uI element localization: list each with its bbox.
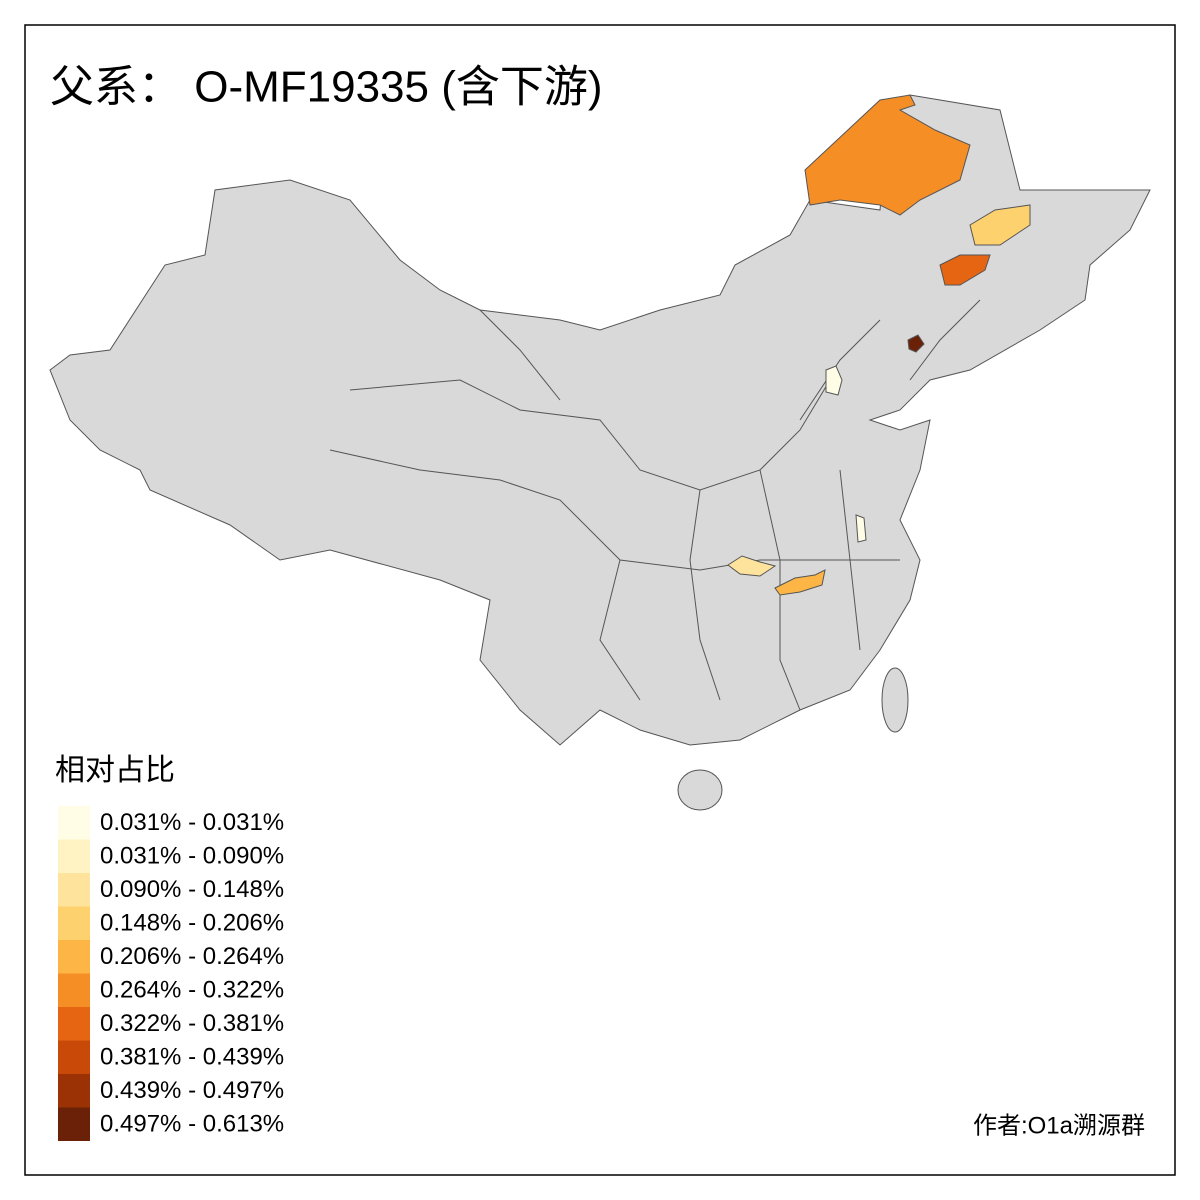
legend-swatch	[58, 839, 90, 873]
region	[855, 514, 867, 543]
legend-swatch	[58, 973, 90, 1007]
legend-swatch	[58, 940, 90, 974]
region	[939, 254, 991, 286]
legend-label: 0.497% - 0.613%	[100, 1111, 284, 1138]
region	[969, 204, 1031, 246]
legend-swatch	[58, 1007, 90, 1041]
legend-label: 0.322% - 0.381%	[100, 1010, 284, 1037]
legend-label: 0.031% - 0.031%	[100, 809, 284, 836]
legend-label: 0.381% - 0.439%	[100, 1044, 284, 1071]
legend-label: 0.090% - 0.148%	[100, 876, 284, 903]
map	[49, 94, 1151, 811]
legend-swatch	[58, 906, 90, 940]
credit: 作者:O1a溯源群	[973, 1112, 1145, 1139]
region	[804, 94, 971, 216]
legend-swatch	[58, 1107, 90, 1141]
region	[907, 334, 925, 353]
legend-swatch	[58, 1040, 90, 1074]
legend-label: 0.439% - 0.497%	[100, 1077, 284, 1104]
legend-swatch	[58, 1074, 90, 1108]
legend-title: 相对占比	[55, 754, 175, 787]
legend: 0.031% - 0.031% 0.031% - 0.090% 0.090% - 0…	[58, 806, 284, 1141]
legend-swatch	[58, 873, 90, 907]
legend-label: 0.264% - 0.322%	[100, 977, 284, 1004]
hainan	[677, 769, 723, 811]
title: 父系： O-MF19335 (含下游)	[50, 63, 603, 112]
taiwan	[881, 667, 909, 733]
region	[825, 365, 843, 396]
legend-label: 0.148% - 0.206%	[100, 910, 284, 937]
province-borders	[329, 299, 981, 711]
region	[774, 569, 826, 596]
region	[727, 555, 777, 577]
legend-swatch	[58, 806, 90, 840]
legend-label: 0.031% - 0.090%	[100, 843, 284, 870]
legend-label: 0.206% - 0.264%	[100, 943, 284, 970]
